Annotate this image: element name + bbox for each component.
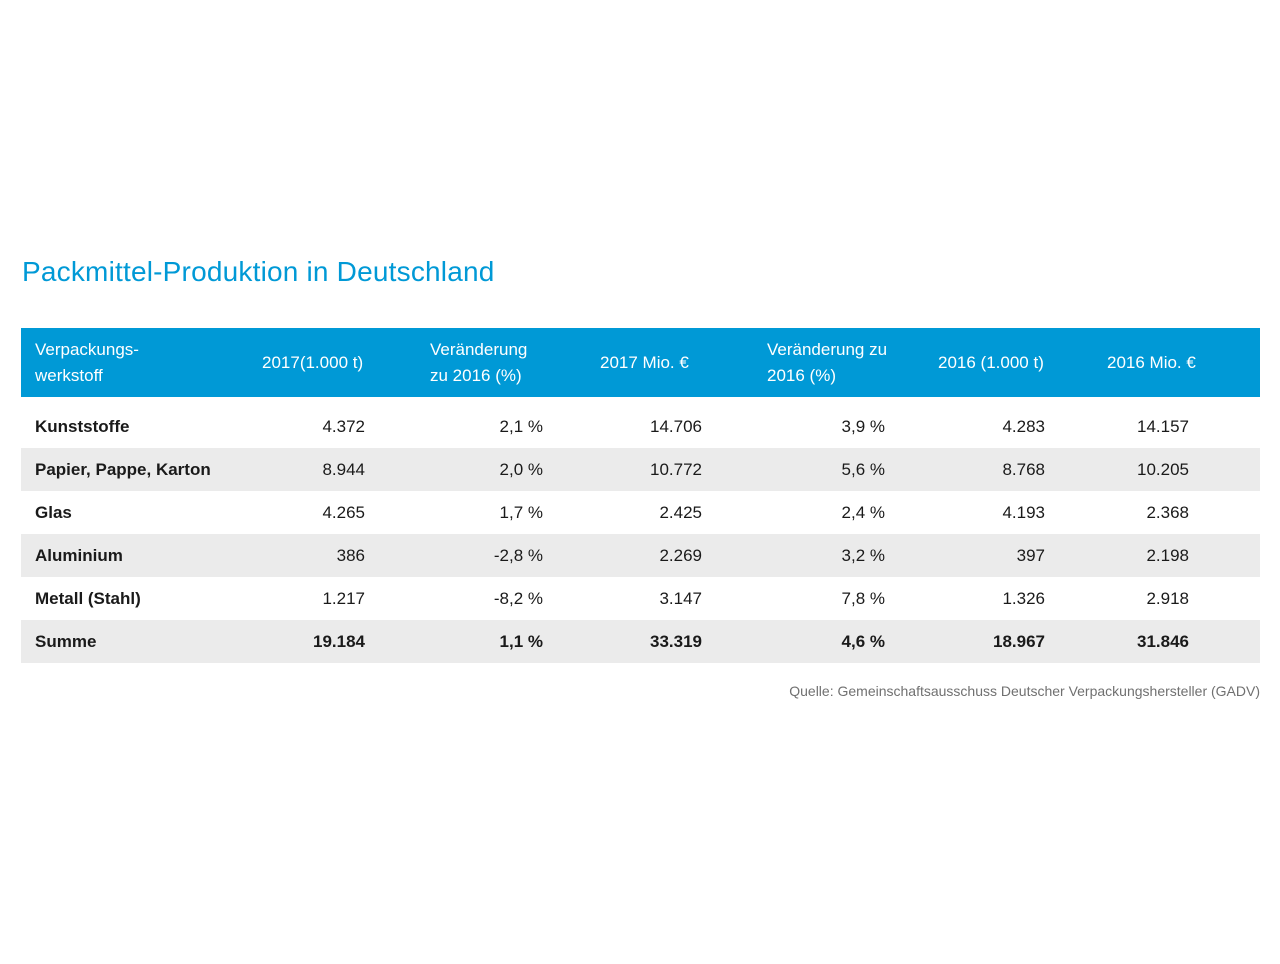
header-2016-tonnes-label: 2016 (1.000 t) xyxy=(938,352,1044,372)
header-change-eur-line2: 2016 (%) xyxy=(767,365,836,385)
cell-2017-tonnes: 386 xyxy=(243,534,393,577)
header-2016-eur-label: 2016 Mio. € xyxy=(1107,352,1196,372)
cell-2016-tonnes: 1.326 xyxy=(1002,588,1045,608)
table-spacer-cell xyxy=(21,397,1260,405)
table-spacer xyxy=(21,397,1260,405)
cell-2016-eur: 14.157 xyxy=(1137,416,1189,436)
table-row: Papier, Pappe, Karton 8.944 2,0 % 10.772… xyxy=(21,448,1260,491)
cell-change-eur: 3,9 % xyxy=(841,416,885,436)
table-total-row: Summe 19.184 1,1 % 33.319 4,6 % 18.967 3… xyxy=(21,620,1260,663)
header-change-eur-line1: Veränderung zu xyxy=(767,339,888,359)
cell-total-2016-tonnes: 18.967 xyxy=(918,620,1078,663)
cell-2017-eur: 2.425 xyxy=(659,502,702,522)
cell-2016-eur: 2.198 xyxy=(1078,534,1260,577)
cell-2017-eur: 14.706 xyxy=(650,416,702,436)
cell-2016-tonnes: 4.283 xyxy=(1002,416,1045,436)
header-change-tonnes: Veränderung zu 2016 (%) xyxy=(393,328,583,397)
table-row: Glas 4.265 1,7 % 2.425 2,4 % 4.193 2.368 xyxy=(21,491,1260,534)
cell-total-change-eur: 4,6 % xyxy=(733,620,918,663)
cell-2016-eur: 2.918 xyxy=(1146,588,1189,608)
table-row: Aluminium 386 -2,8 % 2.269 3,2 % 397 2.1… xyxy=(21,534,1260,577)
cell-2017-eur: 2.269 xyxy=(583,534,733,577)
cell-material: Kunststoffe xyxy=(35,416,130,436)
cell-change-tonnes: 2,0 % xyxy=(393,448,583,491)
header-2016-eur: 2016 Mio. € xyxy=(1078,328,1260,397)
table-row: Metall (Stahl) 1.217 -8,2 % 3.147 7,8 % … xyxy=(21,577,1260,620)
page-title: Packmittel-Produktion in Deutschland xyxy=(22,256,495,287)
table-header-row: Verpackungs- werkstoff 2017(1.000 t) Ver… xyxy=(21,328,1260,397)
cell-change-tonnes: 2,1 % xyxy=(499,416,543,436)
header-material-line2: werkstoff xyxy=(35,365,103,385)
source-note: Quelle: Gemeinschaftsausschuss Deutscher… xyxy=(789,683,1260,699)
header-change-eur: Veränderung zu 2016 (%) xyxy=(733,328,918,397)
cell-2016-tonnes: 4.193 xyxy=(1002,502,1045,522)
cell-2016-tonnes: 8.768 xyxy=(918,448,1078,491)
table-row: Kunststoffe 4.372 2,1 % 14.706 3,9 % 4.2… xyxy=(21,405,1260,448)
cell-total-2016-eur: 31.846 xyxy=(1078,620,1260,663)
cell-material: Aluminium xyxy=(21,534,243,577)
cell-total-change-tonnes: 1,1 % xyxy=(393,620,583,663)
cell-change-tonnes: -8,2 % xyxy=(493,588,543,608)
cell-change-eur: 7,8 % xyxy=(841,588,885,608)
header-change-tonnes-line1: Veränderung xyxy=(430,339,528,359)
cell-material: Glas xyxy=(35,502,72,522)
cell-change-eur: 5,6 % xyxy=(733,448,918,491)
cell-2016-tonnes: 397 xyxy=(918,534,1078,577)
cell-2017-tonnes: 8.944 xyxy=(243,448,393,491)
cell-change-tonnes: 1,7 % xyxy=(499,502,543,522)
cell-2017-tonnes: 1.217 xyxy=(322,588,365,608)
cell-2017-tonnes: 4.265 xyxy=(322,502,365,522)
header-material: Verpackungs- werkstoff xyxy=(21,328,243,397)
cell-total-2017-eur: 33.319 xyxy=(583,620,733,663)
production-table: Verpackungs- werkstoff 2017(1.000 t) Ver… xyxy=(21,328,1260,663)
header-2016-tonnes: 2016 (1.000 t) xyxy=(918,328,1078,397)
cell-material: Papier, Pappe, Karton xyxy=(21,448,243,491)
header-2017-eur-label: 2017 Mio. € xyxy=(600,352,689,372)
cell-change-eur: 3,2 % xyxy=(733,534,918,577)
header-2017-eur: 2017 Mio. € xyxy=(583,328,733,397)
cell-2017-eur: 3.147 xyxy=(659,588,702,608)
cell-change-tonnes: -2,8 % xyxy=(393,534,583,577)
header-2017-tonnes: 2017(1.000 t) xyxy=(243,328,393,397)
header-change-tonnes-line2: zu 2016 (%) xyxy=(430,365,522,385)
cell-2016-eur: 10.205 xyxy=(1078,448,1260,491)
cell-material: Metall (Stahl) xyxy=(35,588,141,608)
cell-change-eur: 2,4 % xyxy=(841,502,885,522)
header-material-line1: Verpackungs- xyxy=(35,339,139,359)
cell-total-2017-tonnes: 19.184 xyxy=(243,620,393,663)
header-2017-tonnes-label: 2017(1.000 t) xyxy=(262,352,364,372)
cell-2016-eur: 2.368 xyxy=(1146,502,1189,522)
cell-2017-tonnes: 4.372 xyxy=(322,416,365,436)
cell-total-label: Summe xyxy=(21,620,243,663)
cell-2017-eur: 10.772 xyxy=(583,448,733,491)
